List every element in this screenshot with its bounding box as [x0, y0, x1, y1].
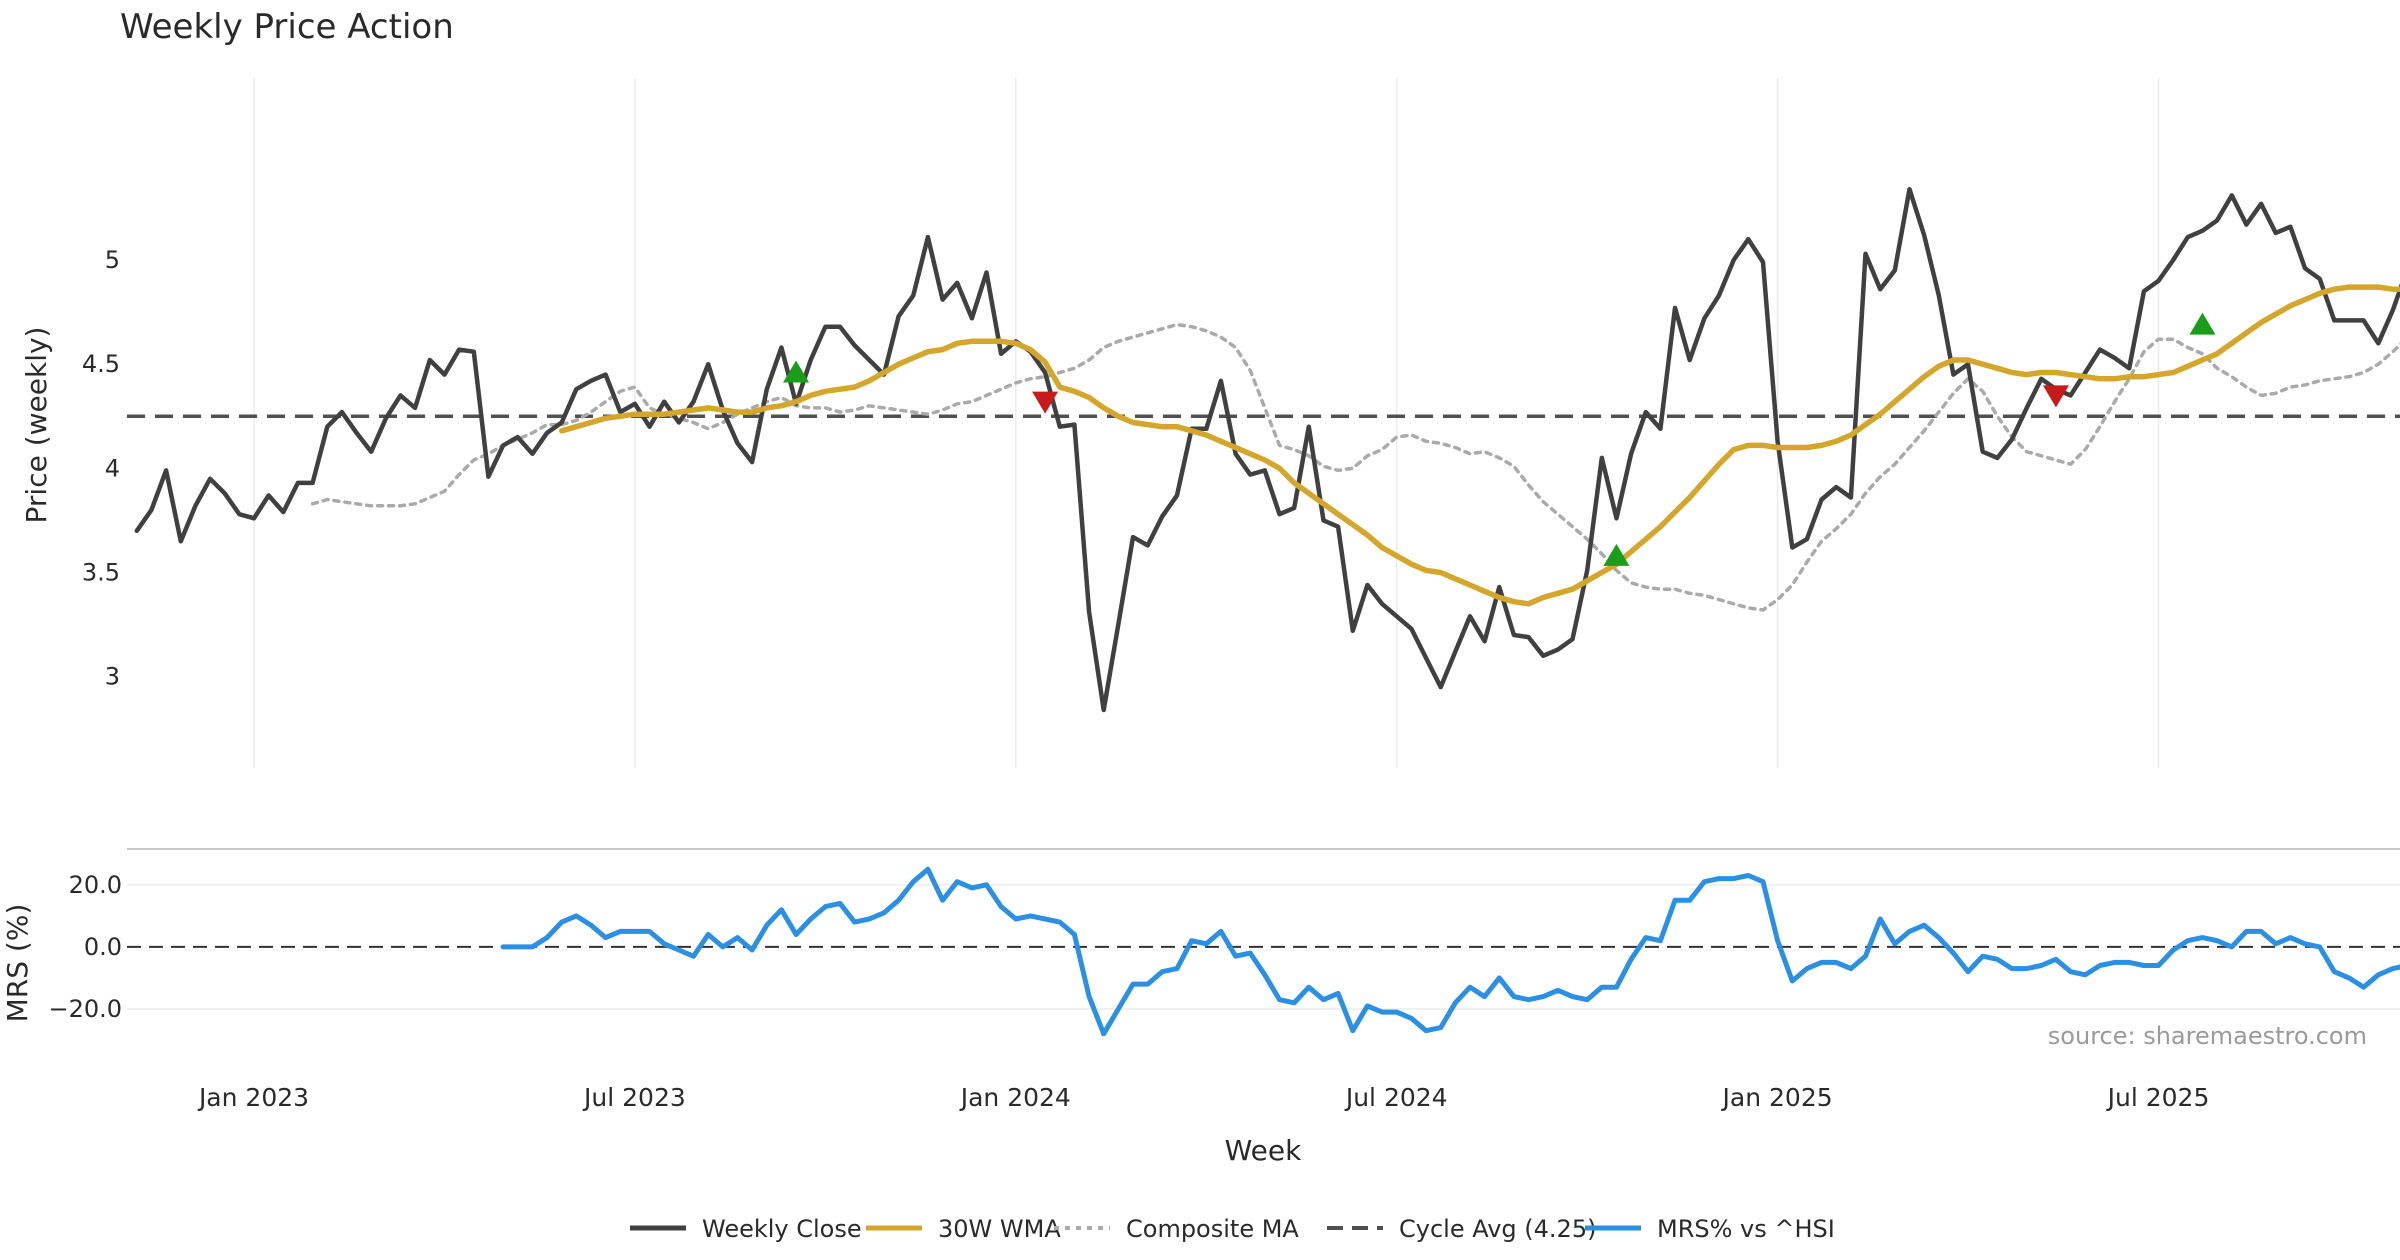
- legend-label: Composite MA: [1126, 1215, 1299, 1243]
- legend-item: Cycle Avg (4.25): [1327, 1215, 1596, 1243]
- buy-signal-marker: [783, 360, 810, 383]
- legend: Weekly Close 30W WMA Composite MA Cycle Avg…: [630, 1215, 1835, 1243]
- x-tick-label: Jan 2024: [959, 1083, 1071, 1112]
- mrs-line: [500, 866, 2400, 1037]
- mrs-y-axis-label: MRS (%): [1, 904, 34, 1023]
- legend-label: 30W WMA: [938, 1215, 1061, 1243]
- legend-item: MRS% vs ^HSI: [1585, 1215, 1835, 1243]
- price-y-tick-label: 5: [105, 246, 120, 274]
- price-y-tick-label: 4.5: [82, 350, 120, 378]
- mrs-y-tick-label: 20.0: [69, 871, 122, 899]
- x-tick-label: Jan 2025: [1721, 1083, 1833, 1112]
- sell-signal-marker: [2042, 385, 2069, 408]
- x-tick-label: Jan 2023: [197, 1083, 309, 1112]
- price-y-axis-label: Price (weekly): [20, 327, 53, 524]
- sell-signal-marker: [1032, 391, 1059, 414]
- buy-signal-marker: [2189, 312, 2216, 335]
- legend-label: Cycle Avg (4.25): [1399, 1215, 1596, 1243]
- x-axis-ticks: Jan 2023 Jul 2023 Jan 2024 Jul 2024 Jan 2025…: [197, 1083, 2209, 1112]
- x-tick-label: Jul 2023: [582, 1083, 686, 1112]
- legend-item: Composite MA: [1054, 1215, 1299, 1243]
- x-tick-label: Jul 2024: [1344, 1083, 1448, 1112]
- price-panel: 5 4.5 4 3.5 3 Price (weekly): [20, 78, 2400, 768]
- chart-title: Weekly Price Action: [120, 7, 454, 47]
- price-y-tick-label: 4: [105, 454, 120, 482]
- x-axis-label: Week: [1225, 1134, 1302, 1167]
- price-series: [127, 186, 2400, 713]
- source-credit: source: sharemaestro.com: [2048, 1022, 2367, 1050]
- buy-signal-marker: [1603, 543, 1630, 566]
- x-tick-label: Jul 2025: [2106, 1083, 2210, 1112]
- price-y-tick-label: 3: [105, 663, 120, 691]
- price-y-ticks: 5 4.5 4 3.5 3: [82, 246, 120, 691]
- mrs-gridlines: [127, 884, 2400, 1010]
- price-y-tick-label: 3.5: [82, 559, 120, 587]
- composite-ma-line: [310, 322, 2400, 612]
- legend-label: Weekly Close: [702, 1215, 862, 1243]
- legend-label: MRS% vs ^HSI: [1657, 1215, 1835, 1243]
- mrs-y-tick-label: −20.0: [48, 995, 122, 1023]
- mrs-series: [500, 866, 2400, 1037]
- legend-item: 30W WMA: [866, 1215, 1061, 1243]
- mrs-y-ticks: 20.0 0.0 −20.0: [48, 871, 122, 1023]
- weekly-close-line: [134, 186, 2400, 713]
- wma-30w-line: [558, 284, 2400, 607]
- mrs-panel: 20.0 0.0 −20.0 MRS (%) source: sharemaestr…: [1, 848, 2400, 1050]
- signal-markers: [783, 312, 2216, 566]
- legend-item: Weekly Close: [630, 1215, 862, 1243]
- mrs-y-tick-label: 0.0: [84, 933, 122, 961]
